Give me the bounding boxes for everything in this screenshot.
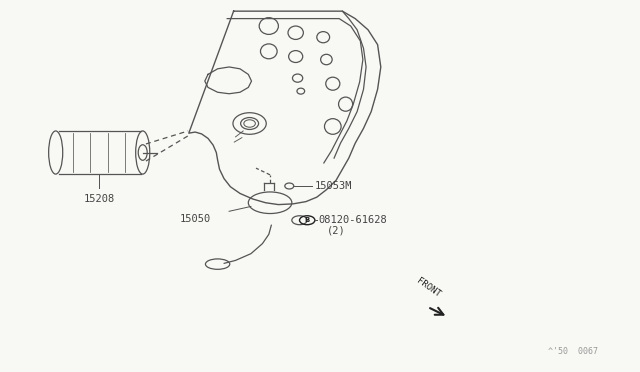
Text: FRONT: FRONT bbox=[415, 277, 442, 299]
Text: 08120-61628: 08120-61628 bbox=[319, 215, 387, 225]
Text: 15208: 15208 bbox=[84, 194, 115, 204]
Text: 15050: 15050 bbox=[180, 214, 211, 224]
Text: 15053M: 15053M bbox=[315, 181, 353, 191]
Text: ^'50  0067: ^'50 0067 bbox=[548, 347, 598, 356]
Text: B: B bbox=[305, 217, 310, 223]
Text: (2): (2) bbox=[326, 226, 345, 235]
